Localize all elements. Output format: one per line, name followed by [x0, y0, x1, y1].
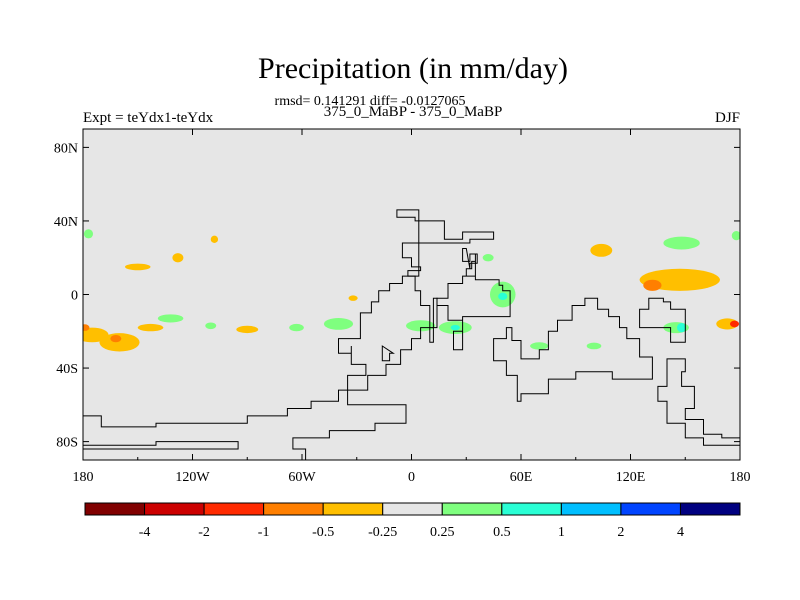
anomaly-region-21 — [663, 236, 700, 250]
colorbar-swatch-9 — [620, 502, 681, 516]
y-tick-label-1: 40N — [54, 215, 78, 230]
colorbar-swatch-3 — [263, 502, 324, 516]
coastline-5 — [639, 297, 686, 343]
anomaly-region-19 — [498, 292, 508, 301]
anomaly-region-20 — [482, 254, 494, 262]
colorbar-swatch-1 — [144, 502, 205, 516]
coastline-0 — [83, 275, 431, 460]
anomaly-region-7 — [236, 325, 259, 334]
colorbar-label-4: -0.25 — [368, 525, 397, 540]
anomaly-region-4 — [137, 323, 164, 332]
y-tick-label-0: 80N — [54, 141, 78, 156]
map-axes: 180 120W 60W 0 60E 120E 180 80N 40N 0 40S 80S — [54, 128, 751, 485]
colorbar-label-7: 1 — [558, 525, 565, 540]
coastline-7 — [381, 345, 395, 362]
y-tick-label-3: 40S — [56, 362, 78, 377]
colorbar-label-3: -0.5 — [312, 525, 334, 540]
anomaly-region-17 — [450, 324, 460, 331]
anomaly-region-26 — [677, 323, 687, 333]
y-tick-label-2: 0 — [71, 289, 78, 304]
map-plot-area — [83, 129, 740, 460]
x-tick-label-3: 0 — [408, 470, 415, 485]
map-background — [83, 129, 740, 460]
anomaly-region-1 — [83, 324, 90, 331]
anomaly-region-15 — [406, 320, 436, 332]
experiment-label: Expt = teYdx1-teYdx — [83, 110, 214, 126]
colorbar-swatch-2 — [203, 502, 265, 516]
map-content — [83, 209, 740, 460]
y-tick-label-4: 80S — [56, 436, 78, 451]
colorbar-label-0: -4 — [139, 525, 151, 540]
colorbar-swatch-5 — [382, 502, 443, 516]
chart-subtitle: 375_0_MaBP - 375_0_MaBP — [323, 104, 503, 120]
anomaly-region-24 — [643, 279, 662, 291]
colorbar-swatch-6 — [441, 502, 503, 516]
anomaly-region-11 — [172, 253, 184, 263]
x-tick-label-5: 120E — [616, 470, 646, 485]
chart-title: Precipitation (in mm/day) — [258, 52, 568, 85]
anomaly-region-30 — [586, 342, 602, 350]
coastline-8 — [462, 248, 478, 269]
coastline-1 — [396, 209, 495, 277]
anomaly-region-6 — [205, 322, 217, 330]
x-tick-label-1: 120W — [175, 470, 210, 485]
anomaly-region-28 — [729, 320, 740, 328]
anomaly-region-2 — [99, 333, 140, 352]
colorbar-label-2: -1 — [258, 525, 270, 540]
anomaly-region-8 — [289, 323, 304, 332]
colorbar-swatch-4 — [322, 502, 384, 516]
colorbar-label-6: 0.5 — [493, 525, 511, 540]
season-label: DJF — [714, 110, 740, 126]
anomaly-region-14 — [348, 295, 358, 301]
colorbar: -4 -2 -1 -0.5 -0.25 0.25 0.5 1 2 4 — [84, 502, 741, 540]
x-tick-label-2: 60W — [288, 470, 316, 485]
coastline-3 — [436, 254, 511, 351]
chart-stats: rmsd= 0.141291 diff= -0.0127065 — [274, 94, 466, 109]
anomaly-region-5 — [157, 314, 184, 323]
colorbar-label-8: 2 — [617, 525, 624, 540]
anomaly-region-29 — [530, 342, 549, 350]
anomaly-region-31 — [731, 231, 740, 241]
colorbar-label-1: -2 — [198, 525, 210, 540]
coastline-4 — [493, 297, 653, 402]
anomaly-region-10 — [124, 263, 151, 271]
anomaly-region-3 — [110, 334, 122, 343]
x-tick-label-4: 60E — [510, 470, 533, 485]
colorbar-label-5: 0.25 — [430, 525, 455, 540]
anomaly-region-9 — [323, 318, 354, 330]
colorbar-swatch-8 — [560, 502, 622, 516]
colorbar-label-9: 4 — [677, 525, 684, 540]
anomaly-region-22 — [590, 243, 613, 257]
coastline-6 — [657, 358, 740, 446]
colorbar-swatch-7 — [501, 502, 562, 516]
colorbar-swatch-10 — [679, 502, 741, 516]
anomaly-region-13 — [83, 229, 94, 239]
anomaly-region-12 — [210, 235, 219, 244]
x-tick-label-6: 180 — [730, 470, 751, 485]
colorbar-swatch-0 — [84, 502, 146, 516]
x-tick-label-0: 180 — [73, 470, 94, 485]
coastline-2 — [429, 297, 438, 343]
